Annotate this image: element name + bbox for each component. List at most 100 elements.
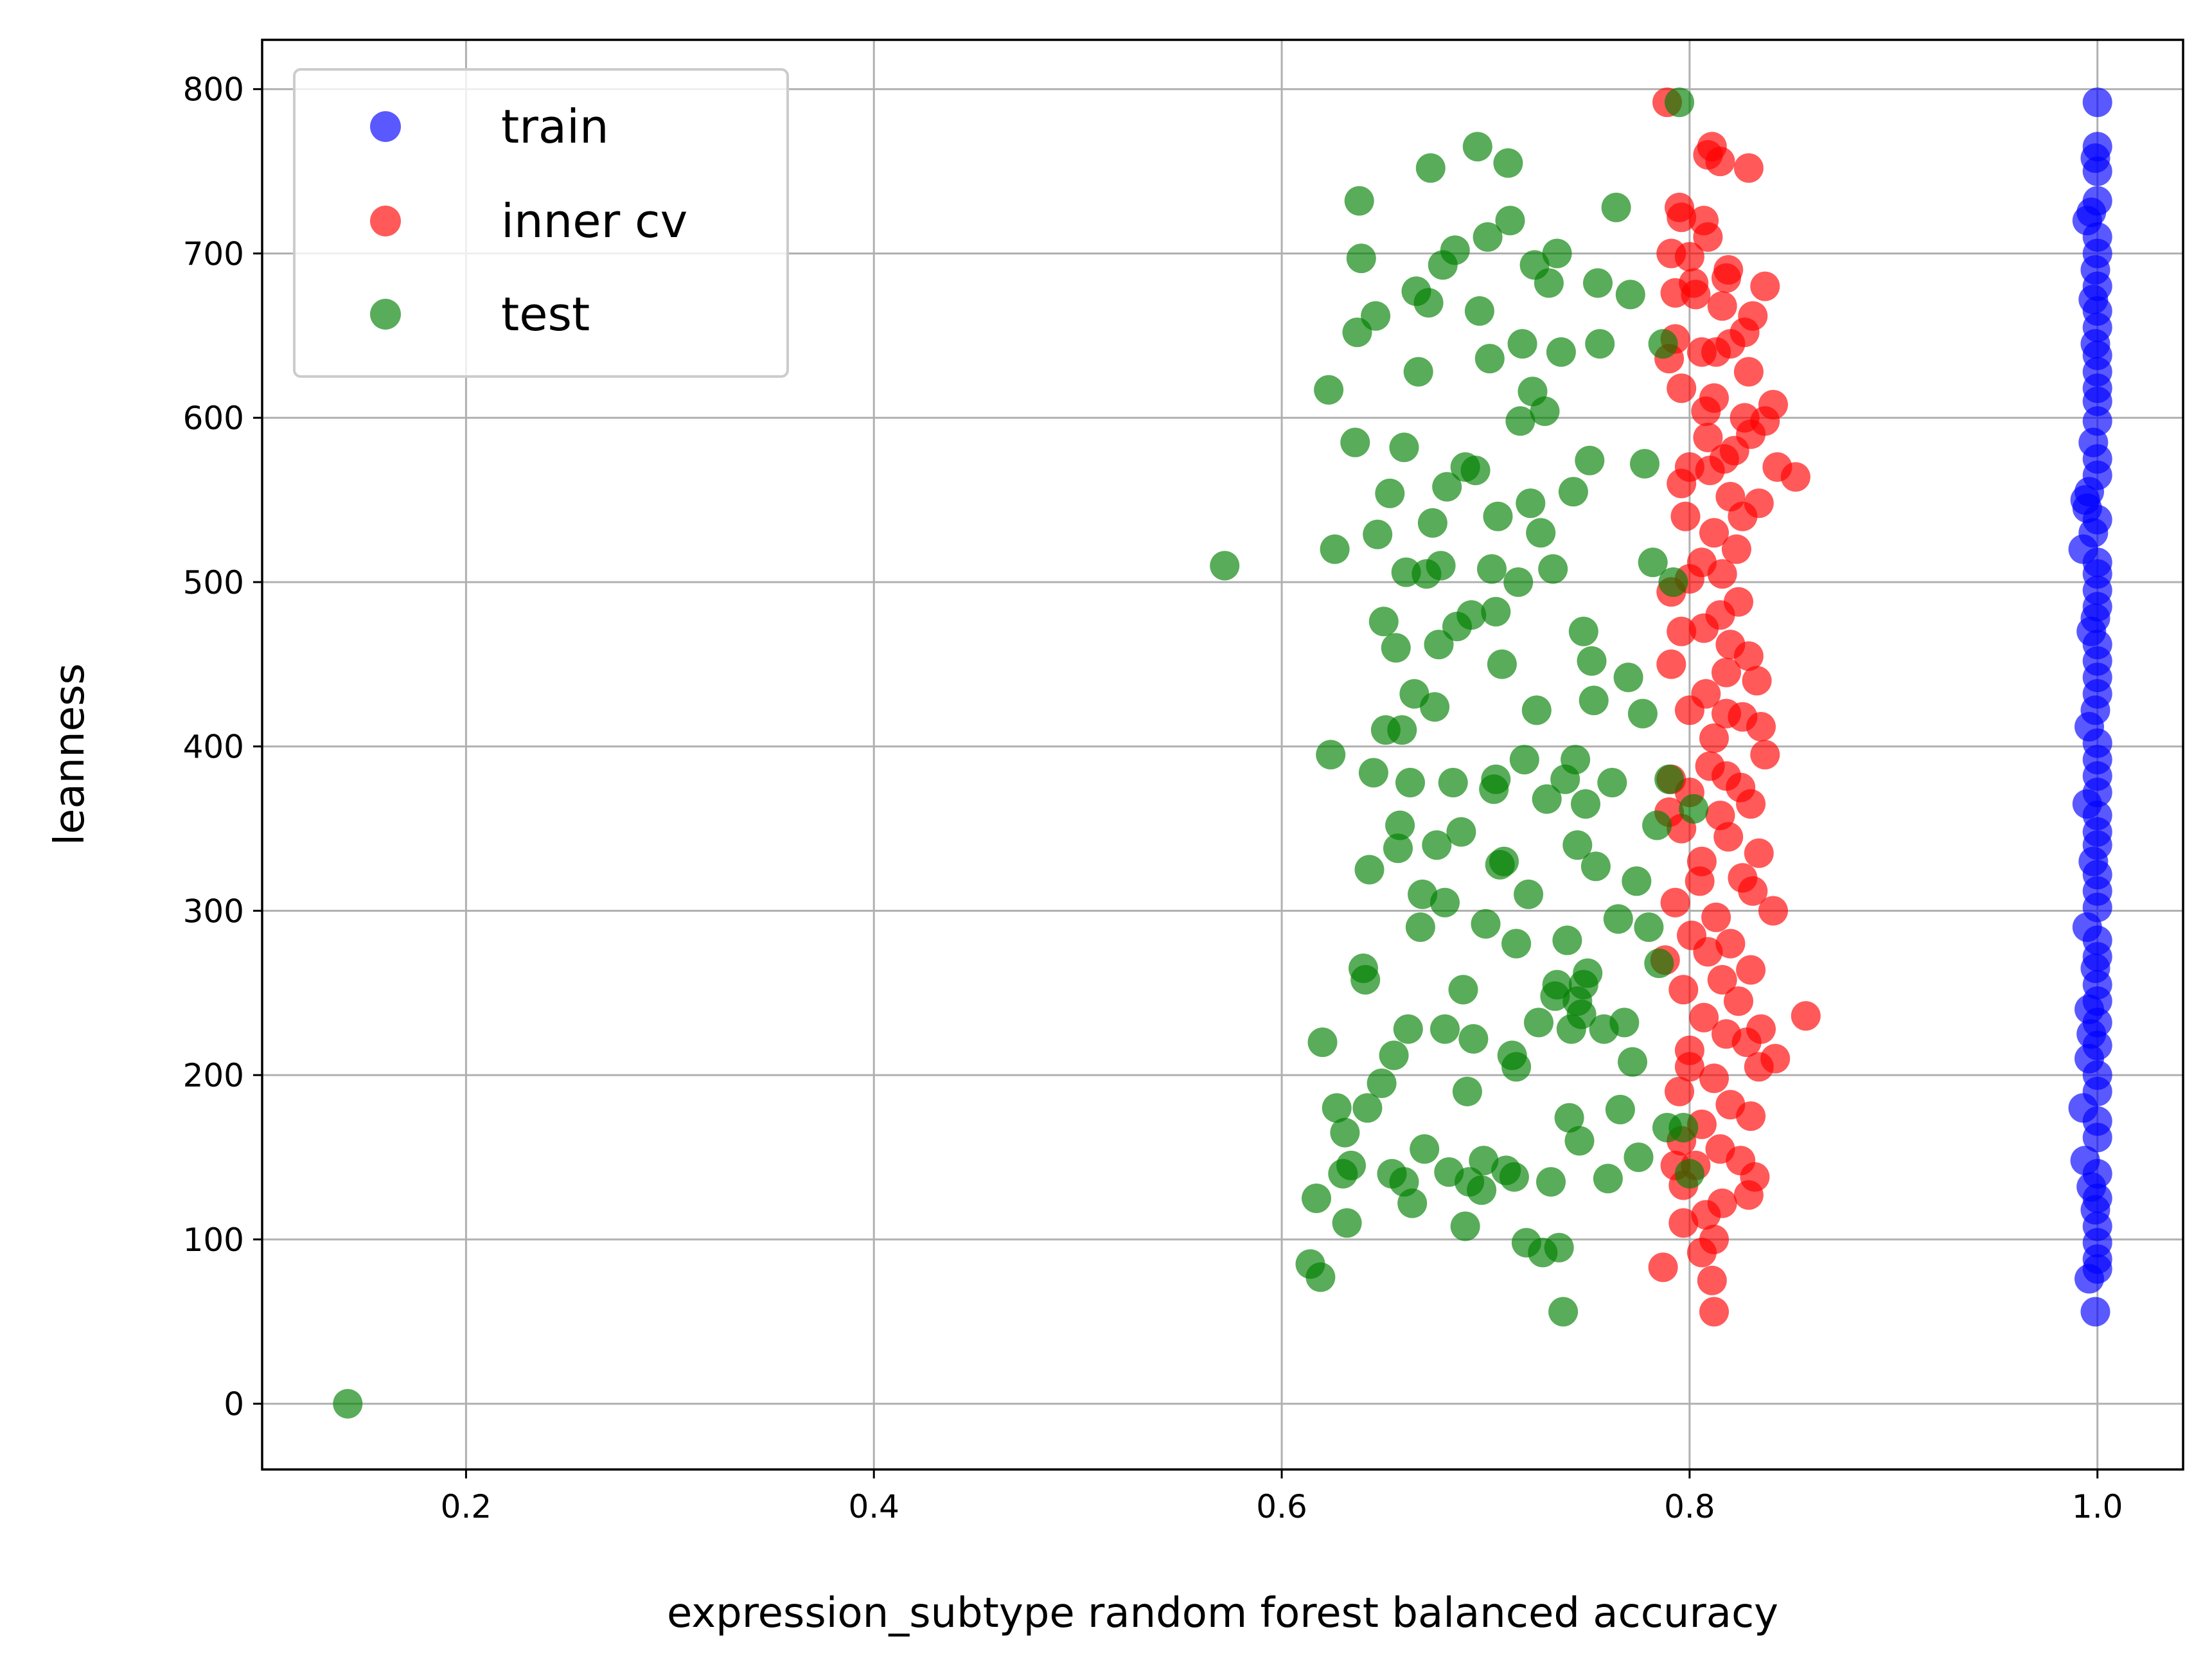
point-test	[1597, 768, 1627, 797]
point-test	[1344, 186, 1374, 216]
point-inner-cv	[1750, 271, 1780, 301]
point-test	[1554, 1103, 1584, 1133]
point-train	[2082, 156, 2112, 186]
point-train	[2082, 1122, 2112, 1153]
point-test	[1413, 288, 1444, 318]
point-inner-cv	[1733, 1180, 1764, 1210]
point-test	[1408, 879, 1438, 909]
point-test	[1405, 912, 1435, 942]
point-test	[1532, 784, 1562, 814]
point-test	[1534, 268, 1564, 298]
point-test	[1361, 301, 1391, 331]
y-tick-label: 300	[183, 892, 244, 930]
point-test	[1424, 630, 1454, 660]
point-test	[1638, 547, 1668, 578]
legend-marker-train	[370, 111, 401, 142]
point-test	[1432, 472, 1462, 502]
point-inner-cv	[1758, 896, 1788, 926]
point-test	[1583, 268, 1613, 298]
point-test	[1601, 192, 1631, 222]
point-test	[1499, 1162, 1529, 1192]
point-test	[1577, 646, 1607, 676]
point-test	[1654, 764, 1685, 794]
point-test	[1473, 222, 1503, 252]
point-test	[1538, 554, 1568, 584]
point-test	[1613, 662, 1643, 693]
point-test	[1320, 534, 1350, 564]
point-inner-cv	[1721, 534, 1751, 564]
point-inner-cv	[1780, 462, 1810, 492]
point-test	[1462, 132, 1492, 162]
point-test	[1552, 925, 1582, 955]
x-axis-label: expression_subtype random forest balance…	[667, 1590, 1778, 1637]
point-inner-cv	[1667, 468, 1697, 499]
point-inner-cv	[1667, 616, 1697, 646]
point-test	[1503, 567, 1534, 597]
legend-entry-test: test	[370, 287, 590, 341]
point-inner-cv	[1746, 712, 1776, 741]
point-inner-cv	[1667, 373, 1697, 404]
point-inner-cv	[1712, 657, 1741, 688]
point-inner-cv	[1701, 902, 1731, 932]
point-test	[1644, 948, 1674, 979]
point-inner-cv	[1713, 822, 1744, 852]
point-inner-cv	[1699, 1297, 1729, 1327]
point-test	[1593, 1164, 1623, 1194]
point-test	[1474, 344, 1505, 374]
series-train	[2068, 87, 2112, 1327]
point-inner-cv	[1668, 1208, 1699, 1238]
point-test	[1395, 768, 1425, 797]
point-inner-cv	[1712, 263, 1741, 293]
point-inner-cv	[1715, 928, 1746, 959]
y-axis: 0 100 200 300 400 500 600 700 800	[183, 71, 262, 1423]
point-test	[1580, 851, 1611, 882]
point-inner-cv	[1724, 986, 1753, 1016]
point-test	[1358, 758, 1388, 788]
point-test	[1585, 329, 1615, 359]
point-test	[1521, 695, 1552, 725]
point-test	[1307, 1027, 1338, 1058]
point-test	[1514, 879, 1544, 909]
point-test	[1305, 1262, 1336, 1292]
point-test	[1674, 1158, 1704, 1189]
point-test	[1634, 912, 1664, 942]
point-test	[1430, 1014, 1460, 1044]
point-test	[1487, 649, 1517, 679]
point-test	[1627, 698, 1658, 729]
point-inner-cv	[1667, 202, 1697, 233]
point-inner-cv	[1693, 422, 1723, 452]
grid-lines	[262, 40, 2183, 1469]
x-axis: 0.2 0.4 0.6 0.8 1.0	[441, 1469, 2123, 1525]
point-test	[1410, 1134, 1440, 1164]
y-tick-label: 200	[183, 1057, 244, 1094]
x-tick-label: 0.8	[1664, 1488, 1715, 1525]
point-inner-cv	[1699, 1063, 1729, 1094]
point-test	[1426, 551, 1456, 581]
point-test	[1332, 1208, 1362, 1238]
point-test	[1448, 975, 1478, 1005]
point-inner-cv	[1733, 357, 1764, 387]
point-test	[1495, 206, 1525, 236]
point-test	[1354, 855, 1385, 885]
point-test	[1648, 329, 1678, 359]
point-test	[1387, 715, 1417, 745]
point-inner-cv	[1705, 146, 1735, 177]
point-inner-cv	[1697, 1265, 1727, 1295]
point-test	[1618, 1047, 1647, 1077]
point-test	[1302, 1184, 1331, 1213]
point-inner-cv	[1679, 268, 1709, 298]
point-test	[1422, 830, 1452, 860]
y-tick-label: 100	[183, 1221, 244, 1259]
y-tick-label: 400	[183, 729, 244, 766]
point-test	[1603, 904, 1633, 934]
point-inner-cv	[1733, 153, 1764, 183]
point-test	[1609, 1007, 1640, 1038]
series-test	[333, 87, 1709, 1419]
point-inner-cv	[1731, 1027, 1762, 1058]
point-inner-cv	[1701, 337, 1731, 367]
point-test	[1630, 448, 1659, 479]
point-inner-cv	[1742, 666, 1772, 696]
point-test	[1417, 508, 1447, 538]
point-test	[1668, 1113, 1699, 1142]
